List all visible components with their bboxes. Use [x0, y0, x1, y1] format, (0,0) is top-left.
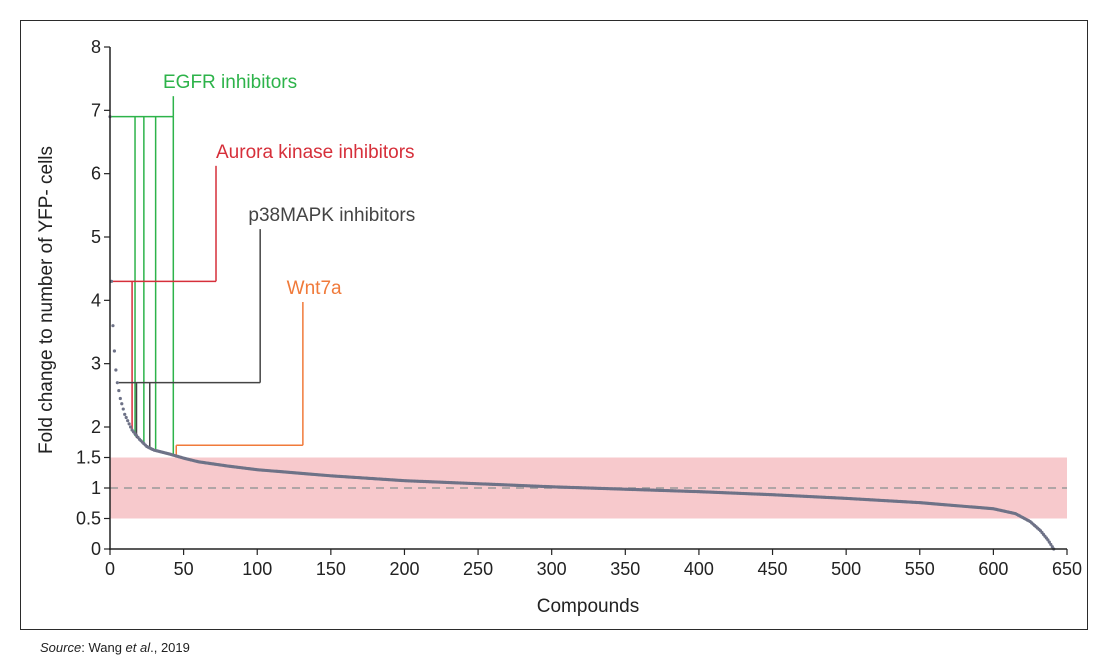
data-point [121, 407, 125, 411]
y-tick-label: 0 [91, 539, 101, 559]
annotation-labels-layer: EGFR inhibitors Aurora kinase inhibitors p… [163, 72, 415, 299]
y-tick-label: 7 [91, 100, 101, 120]
x-tick-label: 400 [684, 559, 714, 579]
y-tick-label: 8 [91, 37, 101, 57]
data-point [112, 349, 117, 353]
x-tick-label: 600 [978, 559, 1008, 579]
annotation-label: p38MAPK inhibitors [248, 205, 415, 226]
y-tick-label: 6 [91, 164, 101, 184]
source-citation: Source: Wang et al., 2019 [40, 640, 190, 655]
data-points-layer [108, 115, 1056, 551]
figure-frame [20, 20, 1088, 630]
y-tick-label: 2 [91, 417, 101, 437]
source-prefix: Source [40, 640, 82, 655]
x-tick-label: 100 [242, 559, 272, 579]
annotation-label: EGFR inhibitors [163, 72, 297, 93]
data-point [129, 425, 133, 429]
source-colon: : [81, 640, 85, 655]
x-axis-label: Compounds [537, 596, 639, 617]
source-year: ., 2019 [150, 640, 190, 655]
data-point [1046, 538, 1050, 542]
y-tick-label: 0.5 [76, 509, 101, 529]
x-tick-label: 650 [1052, 559, 1082, 579]
data-point [111, 324, 115, 328]
data-point [124, 415, 128, 420]
data-point [117, 388, 121, 393]
data-point [1050, 545, 1054, 549]
axes-layer [109, 47, 1067, 550]
data-point [115, 381, 119, 385]
y-tick-label: 3 [91, 354, 101, 374]
x-tick-label: 550 [905, 559, 935, 579]
x-tick-label: 200 [389, 559, 419, 579]
x-tick-label: 450 [758, 559, 788, 579]
data-point [114, 368, 118, 372]
data-point [123, 412, 127, 416]
x-tick-label: 350 [610, 559, 640, 579]
data-point [118, 396, 122, 401]
annotation-lines-layer [110, 96, 304, 457]
y-tick-label: 1.5 [76, 448, 101, 468]
y-tick-label: 4 [91, 290, 101, 310]
data-point [1049, 542, 1053, 547]
source-etal: et al [125, 640, 151, 655]
x-tick-label: 0 [105, 559, 115, 579]
y-tick-label: 5 [91, 227, 101, 247]
annotation-label: Aurora kinase inhibitors [216, 142, 415, 163]
y-tick-label: 1 [91, 478, 101, 498]
data-point [120, 402, 124, 406]
x-tick-label: 300 [537, 559, 567, 579]
x-tick-label: 150 [316, 559, 346, 579]
x-tick-label: 250 [463, 559, 493, 579]
x-tick-label: 50 [174, 559, 194, 579]
source-author: Wang [84, 640, 126, 655]
data-point [126, 419, 130, 423]
x-tick-label: 500 [831, 559, 861, 579]
y-axis-label: Fold change to number of YFP- cells [36, 146, 57, 454]
data-point [1047, 540, 1051, 544]
ticks-layer: 0 50 100 150 200 250 300 350 400 450 500 550 600 6500… [76, 37, 1082, 579]
annotation-label: Wnt7a [287, 278, 342, 299]
data-point [127, 422, 131, 426]
